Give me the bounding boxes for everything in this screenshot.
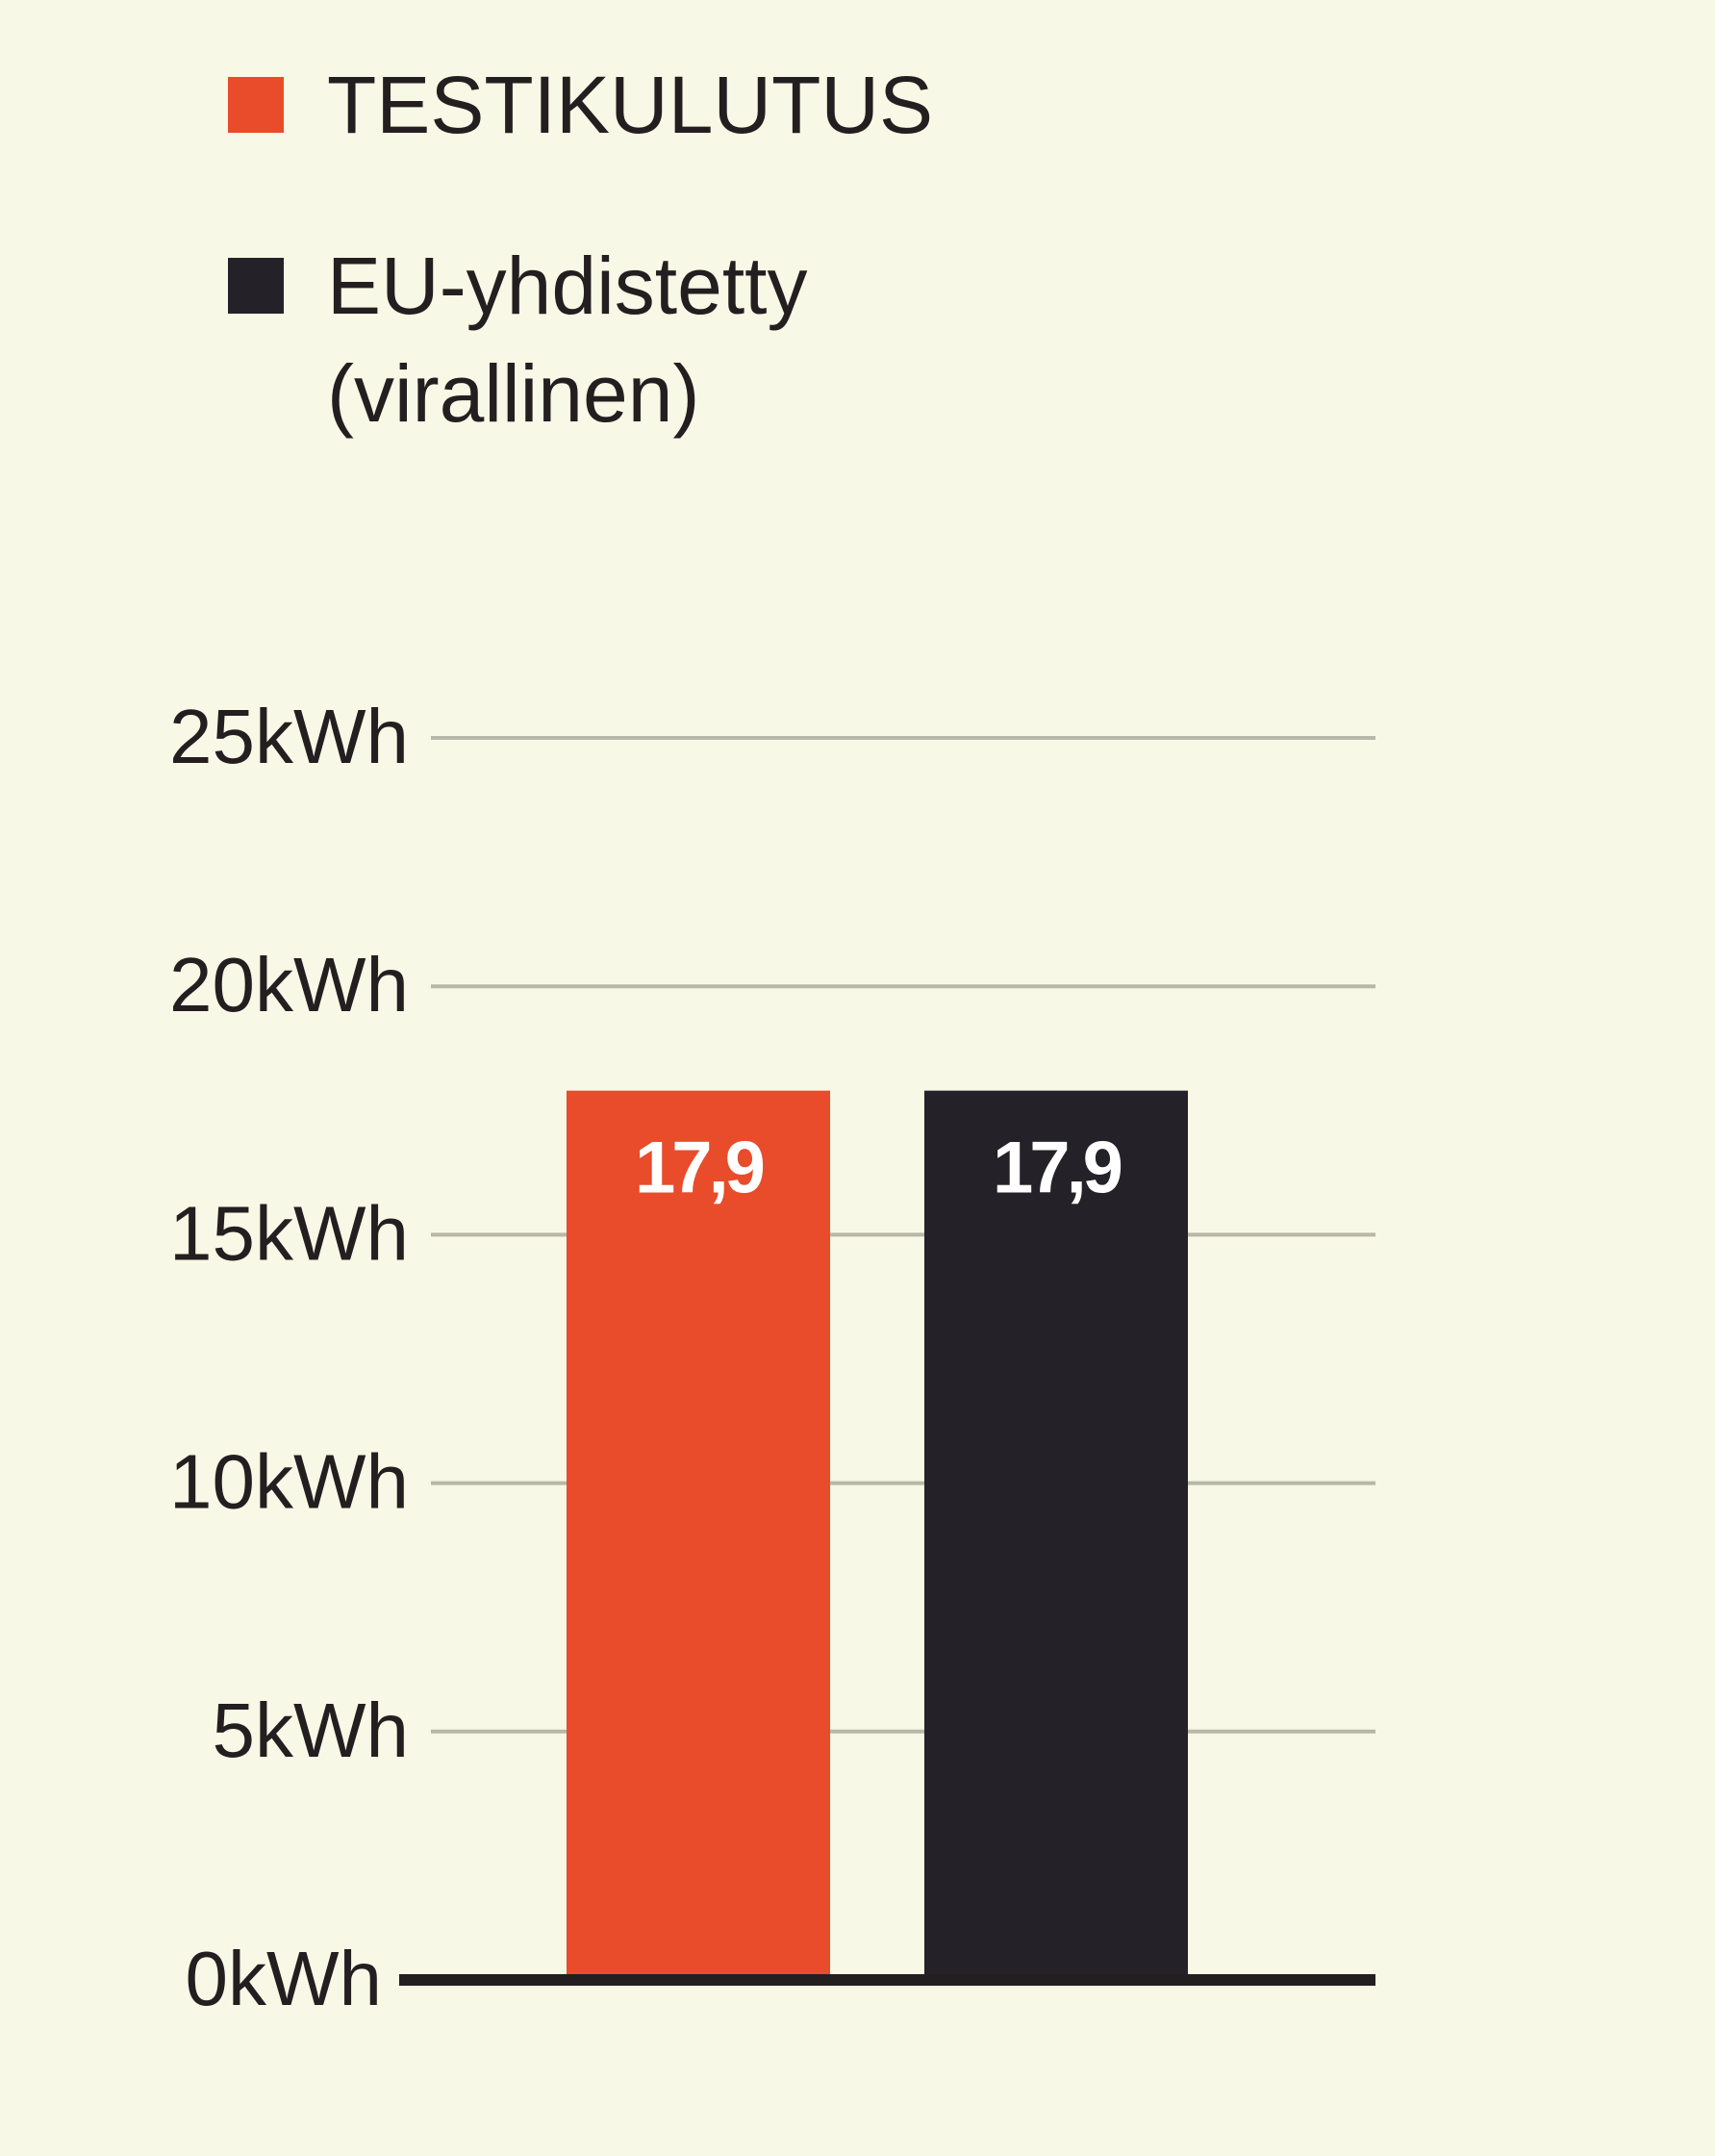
bar-value-label-testikulutus: 17,9 [635,1128,764,1209]
bar-eu-yhdistetty [924,1090,1188,1980]
bar-testikulutus [567,1090,830,1980]
y-tick-label-5: 5kWh [213,1687,410,1773]
y-tick-label-20: 20kWh [169,942,409,1027]
y-tick-label-0: 0kWh [186,1936,383,2021]
bars [567,1090,1188,1980]
legend-label-eu-yhdistetty: EU-yhdistetty [327,241,808,331]
legend: TESTIKULUTUS EU-yhdistetty (virallinen) [228,60,933,439]
y-tick-label-15: 15kWh [169,1190,409,1276]
legend-swatch-testikulutus [228,77,284,133]
y-axis-tick-labels: 0kWh 5kWh 10kWh 15kWh 20kWh 25kWh [169,694,409,2021]
legend-label-eu-yhdistetty-line2: (virallinen) [327,348,699,439]
y-tick-label-10: 10kWh [169,1439,409,1525]
y-tick-label-25: 25kWh [169,694,409,779]
legend-label-testikulutus: TESTIKULUTUS [327,60,933,150]
legend-swatch-eu-yhdistetty [228,258,284,314]
bar-value-labels: 17,9 17,9 [635,1128,1125,1209]
bar-value-label-eu-yhdistetty: 17,9 [993,1128,1122,1209]
